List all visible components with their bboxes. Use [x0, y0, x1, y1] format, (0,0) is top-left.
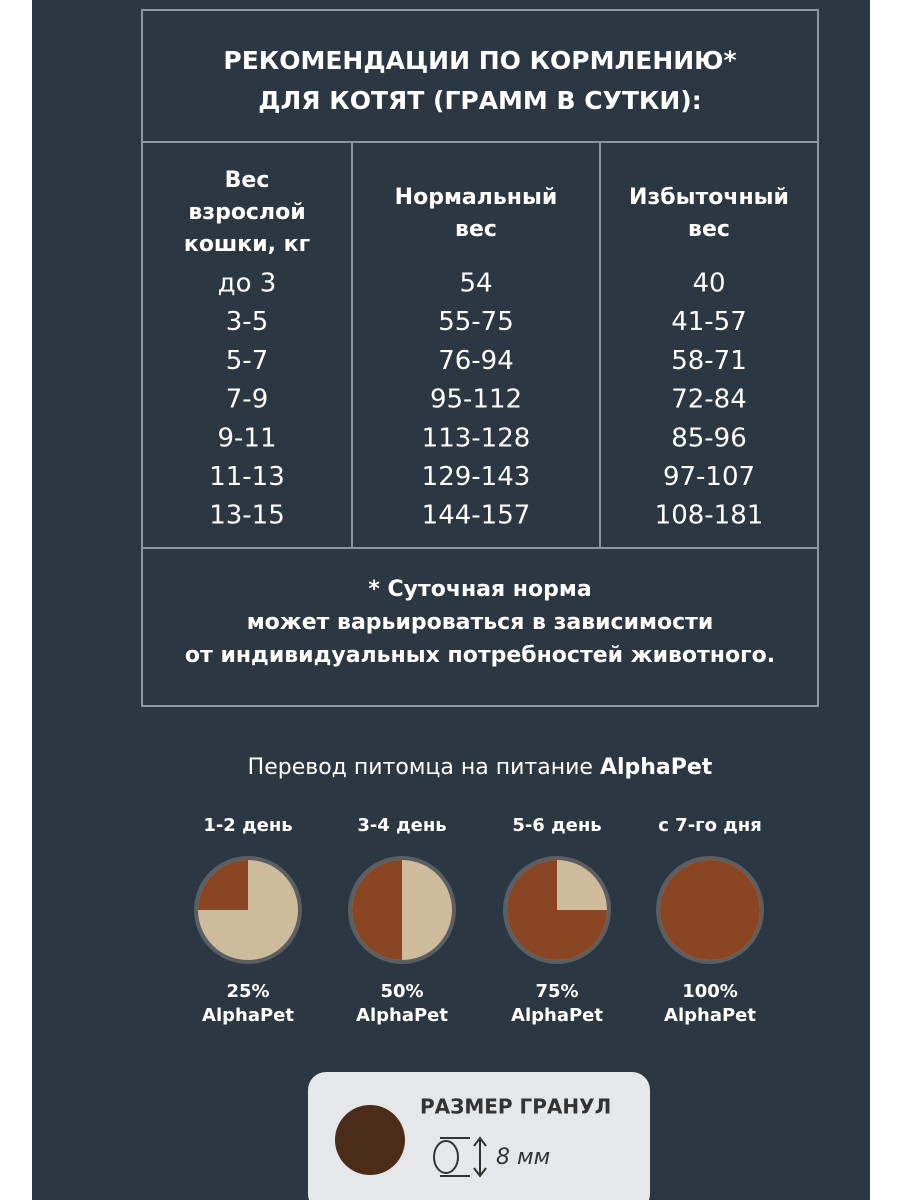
granule-image	[335, 1105, 405, 1175]
table-cell: 85-96	[671, 423, 747, 453]
column-header: Избыточный	[629, 185, 789, 210]
panel	[32, 0, 870, 1200]
table-title: РЕКОМЕНДАЦИИ ПО КОРМЛЕНИЮ*	[223, 46, 736, 75]
transition-brand: AlphaPet	[600, 755, 713, 780]
size-icon	[433, 1136, 487, 1178]
table-cell: 72-84	[671, 385, 747, 415]
granule-label: РАЗМЕР ГРАНУЛ	[420, 1095, 611, 1119]
column-header: Вес	[225, 168, 270, 193]
step-brand: AlphaPet	[202, 1005, 294, 1026]
step-day: 1-2 день	[203, 815, 292, 836]
table-cell: 41-57	[671, 307, 747, 337]
bowl-new-food	[507, 860, 607, 960]
table-cell: 129-143	[422, 462, 531, 492]
table-cell: до 3	[218, 269, 277, 299]
step-day: с 7-го дня	[658, 815, 762, 836]
column-header: кошки, кг	[184, 232, 310, 257]
transition-text: Перевод питомца на питание	[248, 755, 593, 780]
table-cell: 97-107	[663, 462, 755, 492]
bowl-new-food	[198, 860, 248, 910]
table-cell: 95-112	[430, 385, 522, 415]
table-cell: 54	[459, 269, 492, 299]
table-title: ДЛЯ КОТЯТ (ГРАММ В СУТКИ):	[258, 86, 701, 115]
table-cell: 3-5	[226, 307, 268, 337]
footnote: * Суточная норма	[368, 577, 591, 602]
column-header: вес	[455, 217, 497, 242]
transition-title: Перевод питомца на питание AlphaPet	[248, 755, 713, 780]
bowl-new-food	[352, 860, 402, 960]
table-cell: 13-15	[209, 501, 285, 531]
table-cell: 40	[692, 269, 725, 299]
step-share: 25%	[226, 981, 269, 1002]
step-day: 5-6 день	[512, 815, 601, 836]
granule-card	[308, 1072, 650, 1200]
table-cell: 55-75	[438, 307, 514, 337]
footnote: может варьироваться в зависимости	[247, 610, 714, 635]
granule-size: 8 мм	[496, 1145, 550, 1170]
column-header: взрослой	[188, 200, 305, 225]
step-share: 50%	[380, 981, 423, 1002]
table-frame	[141, 9, 819, 707]
table-cell: 108-181	[655, 501, 764, 531]
table-cell: 5-7	[226, 346, 268, 376]
table-cell: 144-157	[422, 501, 531, 531]
footnote: от индивидуальных потребностей животного…	[185, 643, 775, 668]
step-brand: AlphaPet	[356, 1005, 448, 1026]
table-cell: 11-13	[209, 462, 285, 492]
table-cell: 9-11	[217, 423, 276, 453]
step-share: 75%	[535, 981, 578, 1002]
bowl-new-food	[660, 860, 760, 960]
column-header: Нормальный	[395, 185, 558, 210]
column-header: вес	[688, 217, 730, 242]
step-day: 3-4 день	[357, 815, 446, 836]
table-cell: 7-9	[226, 385, 268, 415]
table-cell: 76-94	[438, 346, 514, 376]
step-share: 100%	[682, 981, 738, 1002]
table-cell: 58-71	[671, 346, 747, 376]
step-brand: AlphaPet	[664, 1005, 756, 1026]
table-cell: 113-128	[422, 423, 531, 453]
step-brand: AlphaPet	[511, 1005, 603, 1026]
